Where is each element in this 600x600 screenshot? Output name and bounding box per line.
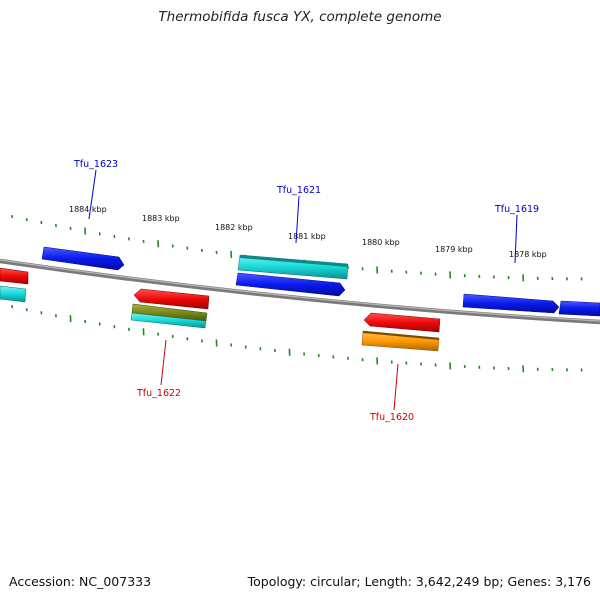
scale-label: 1882 kbp xyxy=(215,223,253,232)
gene-Tfu_1622[interactable] xyxy=(133,288,210,310)
scale-label: 1878 kbp xyxy=(509,250,547,259)
gene-Tfu_1621[interactable] xyxy=(235,272,346,297)
scale-ticks-lower xyxy=(11,305,583,373)
reverse-leaders xyxy=(160,339,399,411)
gene-Tfu_1620[interactable] xyxy=(363,312,441,333)
gene-label-Tfu_1619[interactable]: Tfu_1619 xyxy=(494,204,539,215)
gene-Tfu_1619[interactable] xyxy=(462,293,560,314)
reverse-gene-labels: Tfu_1622 Tfu_1620 xyxy=(136,388,414,423)
scale-labels: 1884 kbp 1883 kbp 1882 kbp 1881 kbp 1880… xyxy=(69,205,547,259)
gene-label-Tfu_1622[interactable]: Tfu_1622 xyxy=(136,388,181,399)
gene-Tfu_1622-cyan[interactable] xyxy=(130,312,207,329)
gene-Tfu_1621-row1[interactable] xyxy=(237,254,349,280)
genome-backbone xyxy=(0,258,600,325)
scale-label: 1883 kbp xyxy=(142,214,180,223)
gene-label-Tfu_1621[interactable]: Tfu_1621 xyxy=(276,185,321,196)
gene-label-Tfu_1620[interactable]: Tfu_1620 xyxy=(369,412,414,423)
scale-label: 1881 kbp xyxy=(288,232,326,241)
gene-edge-left-cyan[interactable] xyxy=(0,285,27,303)
genome-summary: Topology: circular; Length: 3,642,249 bp… xyxy=(247,574,591,589)
gene-Tfu_1623[interactable] xyxy=(41,246,125,271)
gene-edge-right[interactable] xyxy=(558,300,600,317)
forward-leaders xyxy=(88,169,518,264)
gene-edge-left-red[interactable] xyxy=(0,267,29,285)
scale-label: 1884 kbp xyxy=(69,205,107,214)
gene-label-Tfu_1623[interactable]: Tfu_1623 xyxy=(73,159,118,170)
accession-label: Accession: NC_007333 xyxy=(9,574,152,589)
genome-backbone-highlight xyxy=(0,259,600,322)
title: Thermobifida fusca YX, complete genome xyxy=(158,9,442,25)
gene-Tfu_1620-orange[interactable] xyxy=(361,330,440,352)
scale-label: 1879 kbp xyxy=(435,245,473,254)
forward-gene-labels: Tfu_1623 Tfu_1621 Tfu_1619 xyxy=(73,159,539,215)
scale-label: 1880 kbp xyxy=(362,238,400,247)
